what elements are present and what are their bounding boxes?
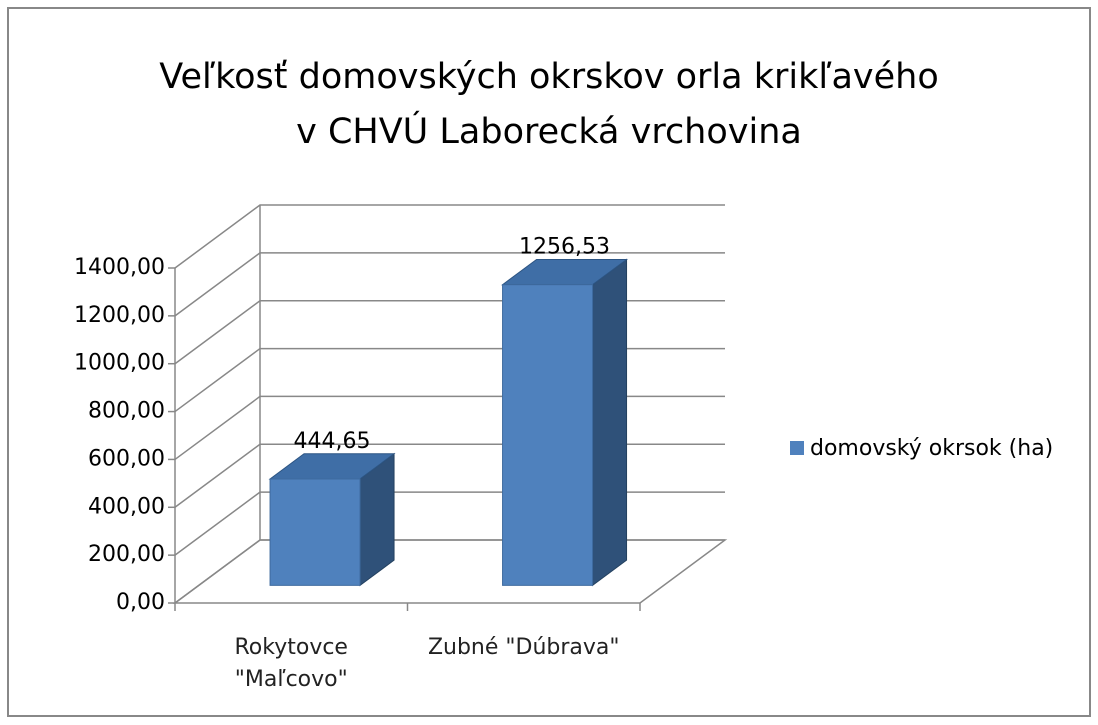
x-tick-label: Zubné "Dúbrava" bbox=[427, 635, 620, 660]
y-tick-label: 800,00 bbox=[88, 399, 165, 424]
chart-title: Veľkosť domovských okrskov orla krikľavé… bbox=[159, 57, 939, 97]
data-label: 444,65 bbox=[294, 429, 371, 454]
grid-line bbox=[174, 252, 725, 317]
y-tick-label: 400,00 bbox=[88, 494, 165, 519]
grid-line bbox=[174, 204, 725, 269]
y-tick-label: 1400,00 bbox=[74, 255, 165, 280]
legend-label: domovský okrsok (ha) bbox=[810, 436, 1053, 461]
legend-swatch bbox=[790, 441, 804, 455]
chart-title: v CHVÚ Laborecká vrchovina bbox=[296, 110, 802, 152]
bar bbox=[502, 284, 594, 586]
y-tick-label: 0,00 bbox=[116, 590, 165, 615]
x-tick-label: Rokytovce "Maľcovo" bbox=[234, 635, 348, 692]
y-tick-label: 1000,00 bbox=[74, 351, 165, 376]
y-tick-label: 200,00 bbox=[88, 542, 165, 567]
data-label: 1256,53 bbox=[519, 234, 610, 259]
y-tick-label: 1200,00 bbox=[74, 303, 165, 328]
bar bbox=[269, 478, 361, 586]
y-tick-label: 600,00 bbox=[88, 446, 165, 471]
bar-side bbox=[592, 258, 628, 587]
